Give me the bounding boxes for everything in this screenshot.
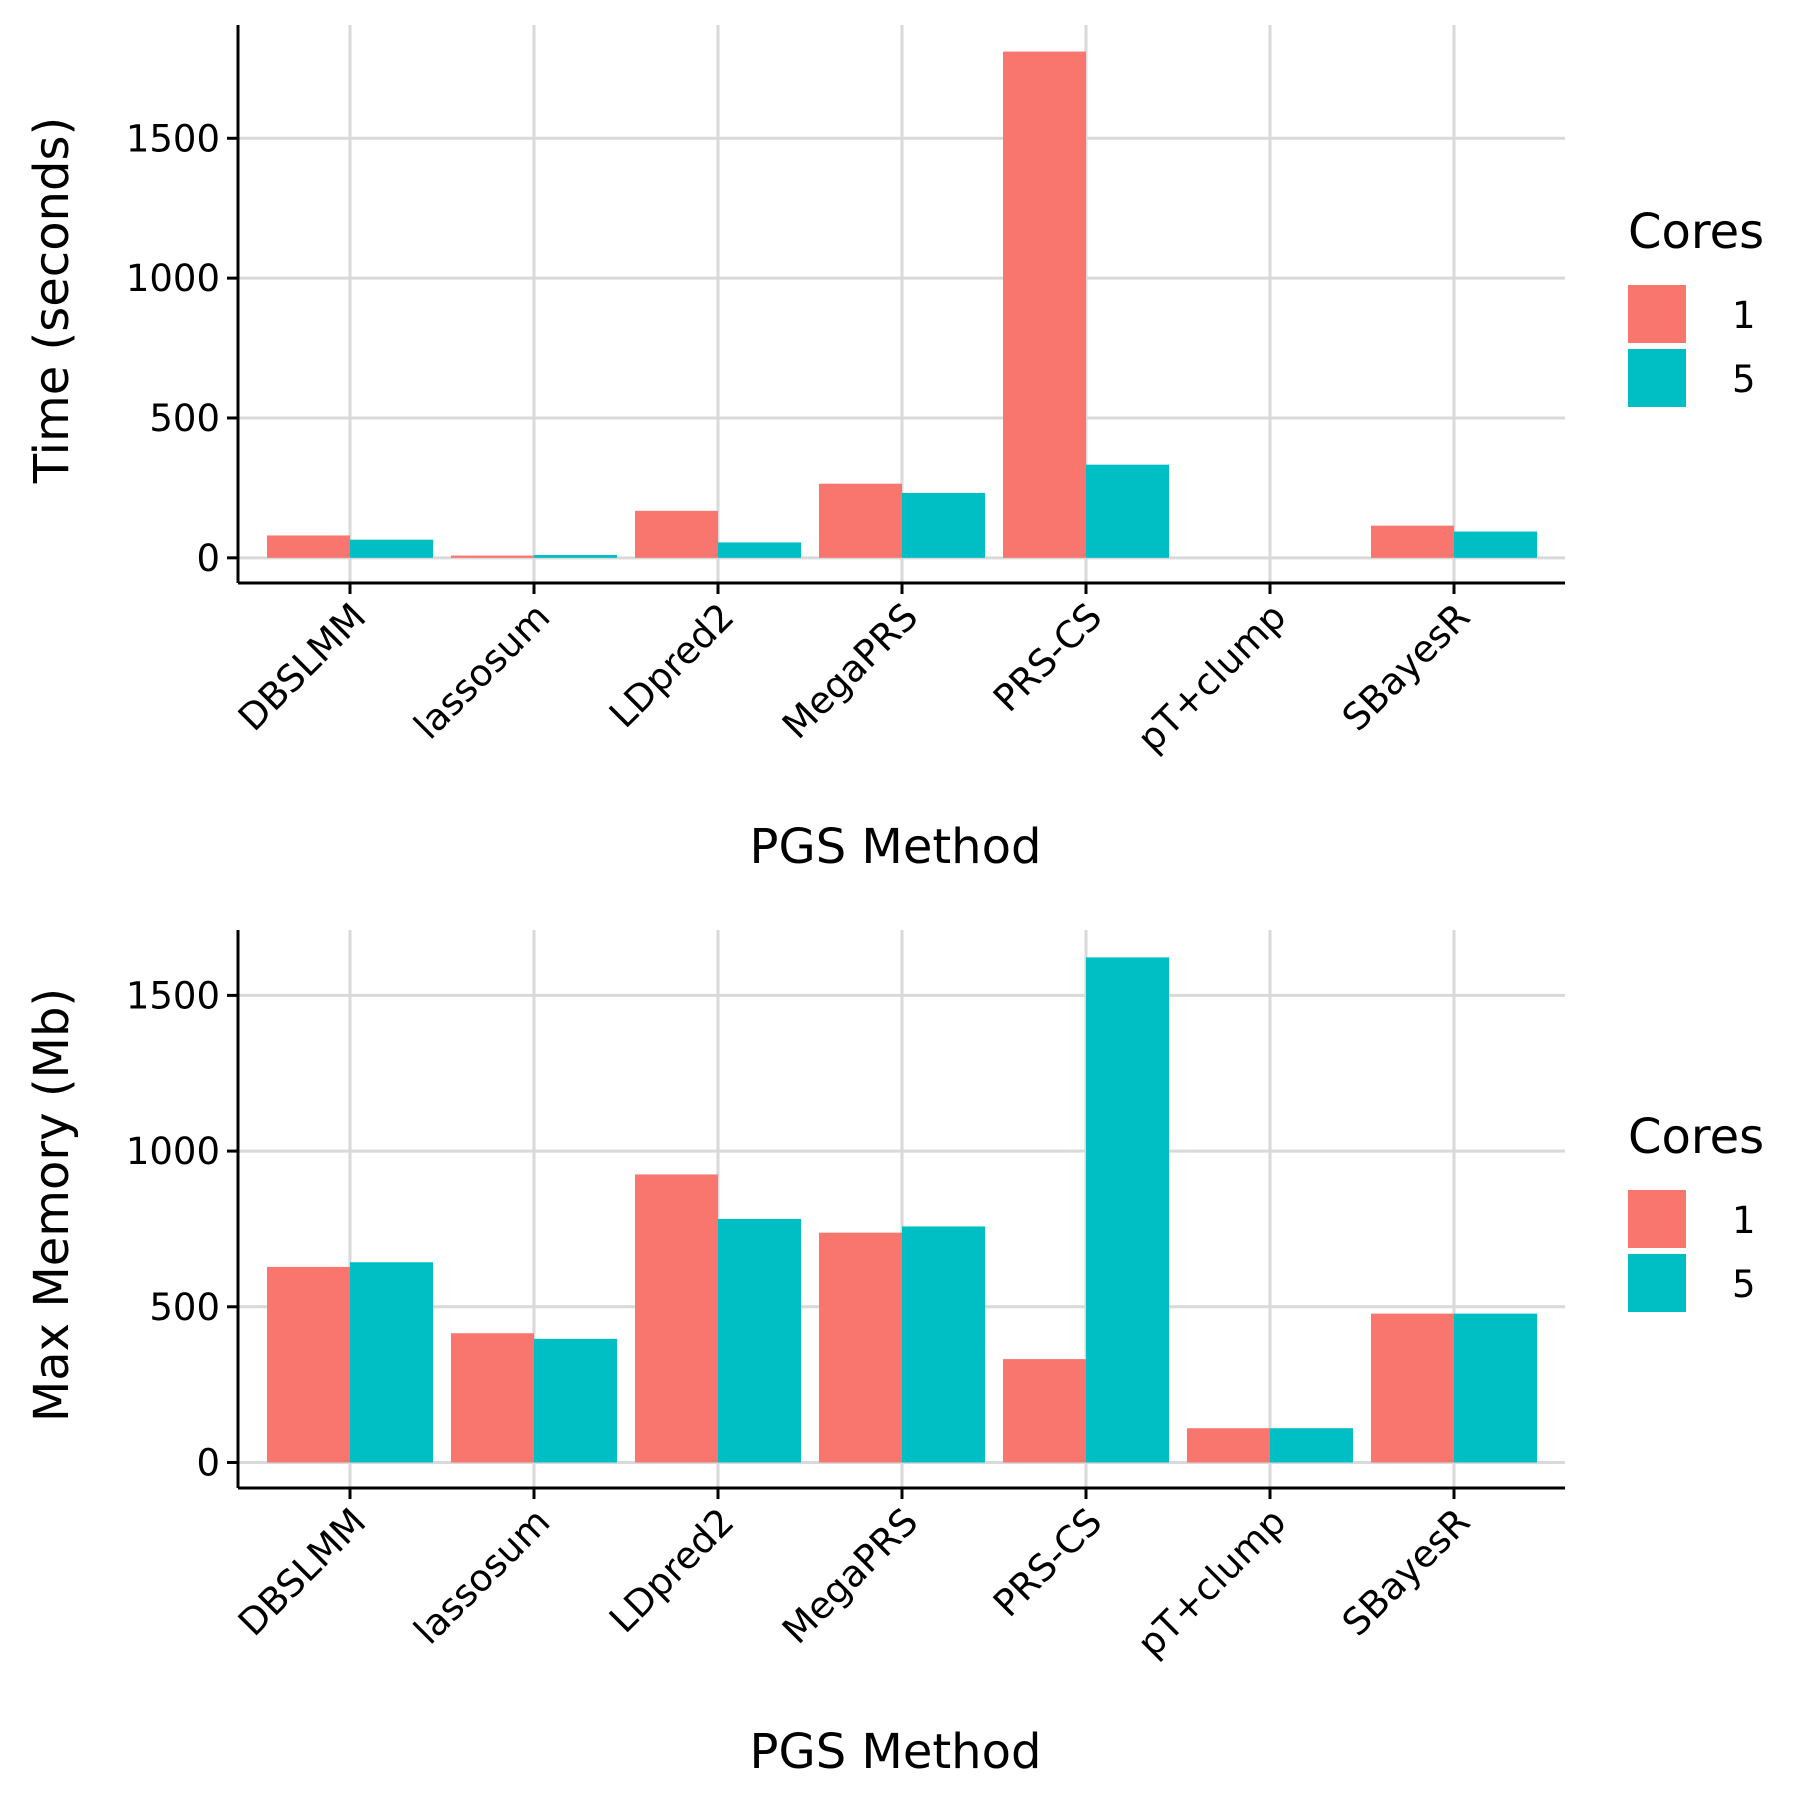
x-axis-title: PGS Method [750, 819, 1042, 875]
bar-PRS-CS-cores-1 [1003, 51, 1086, 558]
y-tick-label: 500 [149, 1286, 220, 1329]
x-tick-label-lassosum: lassosum [406, 1500, 559, 1653]
bar-LDpred2-cores-5 [718, 1218, 801, 1463]
x-tick-label-DBSLMM: DBSLMM [230, 1500, 374, 1644]
bar-MegaPRS-cores-1 [819, 483, 902, 558]
y-tick-label: 1500 [126, 117, 220, 160]
legend-key-cores-5 [1628, 349, 1686, 407]
chart-panel-1: 0 500 1000 1500 DBSLMM lassosum LDpred2 MegaPRS… [24, 25, 1764, 875]
bar-PRS-CS-cores-1 [1003, 1359, 1086, 1463]
x-tick-label-MegaPRS: MegaPRS [774, 1500, 926, 1652]
x-tick-label-LDpred2: LDpred2 [601, 1500, 742, 1641]
bar-LDpred2-cores-1 [635, 510, 718, 558]
y-tick-label: 0 [196, 1441, 220, 1484]
chart-panel-2: 0 500 1000 1500 DBSLMM lassosum LDpred2 MegaPRS… [24, 930, 1764, 1780]
legend-title: Cores [1628, 204, 1764, 260]
bar-SBayesR-cores-1 [1371, 1313, 1454, 1463]
legend-label-cores-5: 5 [1732, 358, 1756, 401]
bar-LDpred2-cores-5 [718, 542, 801, 558]
x-tick-label-pT+clump: pT+clump [1129, 595, 1294, 760]
bar-LDpred2-cores-1 [635, 1174, 718, 1463]
y-tick-label: 1500 [126, 974, 220, 1017]
x-tick-label-PRS-CS: PRS-CS [985, 595, 1110, 720]
x-tick-label-DBSLMM: DBSLMM [230, 595, 374, 739]
bar-MegaPRS-cores-5 [902, 1226, 985, 1463]
bar-lassosum-cores-1 [451, 555, 534, 558]
y-tick-label: 0 [196, 537, 220, 580]
bar-DBSLMM-cores-1 [267, 1266, 350, 1463]
y-axis-title: Max Memory (Mb) [24, 988, 80, 1422]
bar-PRS-CS-cores-5 [1086, 464, 1169, 558]
bar-PRS-CS-cores-5 [1086, 957, 1169, 1463]
bar-MegaPRS-cores-1 [819, 1232, 902, 1463]
bar-DBSLMM-cores-5 [350, 1262, 433, 1463]
x-tick-label-MegaPRS: MegaPRS [774, 595, 926, 747]
x-tick-label-SBayesR: SBayesR [1334, 1500, 1478, 1644]
x-tick-label-PRS-CS: PRS-CS [985, 1500, 1110, 1625]
bar-pT+clump-cores-5 [1270, 1428, 1353, 1463]
bar-SBayesR-cores-5 [1454, 531, 1537, 558]
y-tick-label: 1000 [126, 1130, 220, 1173]
legend-label-cores-5: 5 [1732, 1263, 1756, 1306]
legend-key-cores-5 [1628, 1254, 1686, 1312]
bar-DBSLMM-cores-1 [267, 535, 350, 558]
legend-key-cores-1 [1628, 1190, 1686, 1248]
x-tick-label-pT+clump: pT+clump [1129, 1500, 1294, 1665]
legend-key-cores-1 [1628, 285, 1686, 343]
y-axis-title: Time (seconds) [24, 117, 80, 484]
x-tick-label-SBayesR: SBayesR [1334, 595, 1478, 739]
x-tick-label-LDpred2: LDpred2 [601, 595, 742, 736]
bar-SBayesR-cores-5 [1454, 1313, 1537, 1463]
bar-SBayesR-cores-1 [1371, 525, 1454, 558]
x-tick-label-lassosum: lassosum [406, 595, 559, 748]
bar-lassosum-cores-5 [534, 1338, 617, 1463]
legend-label-cores-1: 1 [1732, 1199, 1756, 1242]
bar-DBSLMM-cores-5 [350, 539, 433, 558]
legend-title: Cores [1628, 1109, 1764, 1165]
legend-label-cores-1: 1 [1732, 294, 1756, 337]
y-tick-label: 500 [149, 397, 220, 440]
x-axis-title: PGS Method [750, 1724, 1042, 1780]
bar-MegaPRS-cores-5 [902, 492, 985, 558]
bar-lassosum-cores-5 [534, 555, 617, 558]
y-tick-label: 1000 [126, 257, 220, 300]
bar-pT+clump-cores-1 [1187, 1428, 1270, 1463]
bar-lassosum-cores-1 [451, 1333, 534, 1463]
